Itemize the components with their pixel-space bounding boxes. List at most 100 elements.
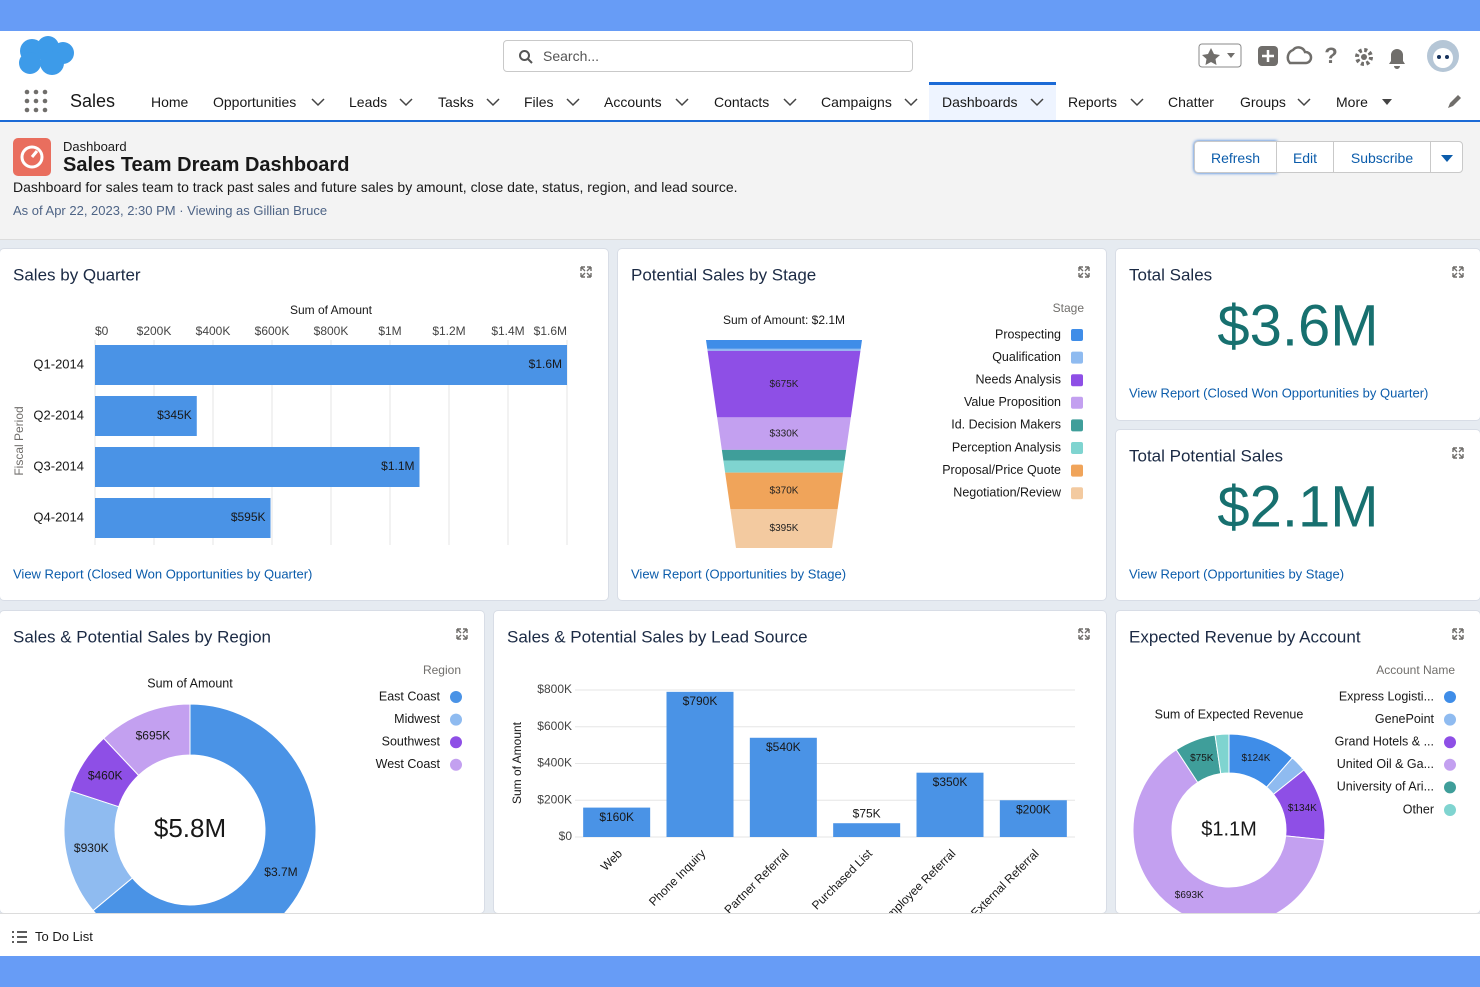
expand-button[interactable] [1452,447,1464,459]
nav-menu-caret[interactable] [783,97,797,107]
settings-icon[interactable] [1355,48,1373,66]
nav-menu-caret[interactable] [1297,97,1311,107]
expand-button[interactable] [456,628,468,640]
dashboard-header: Dashboard Sales Team Dream Dashboard Das… [0,122,1480,240]
data-label: $370K [770,485,799,496]
nav-item[interactable]: More [1336,94,1368,110]
report-link[interactable]: View Report (Opportunities by Stage) [1129,566,1344,581]
nav-item[interactable]: Home [151,94,189,110]
todo-list[interactable]: To Do List [35,929,93,944]
data-label: $930K [74,841,109,855]
top-stripe [0,0,1480,31]
chevron [1297,98,1311,107]
data-label: $460K [88,768,123,782]
nav-item[interactable]: Opportunities [213,94,297,110]
legend-label: University of Ari... [1337,780,1434,794]
nav-menu-caret[interactable] [566,97,580,107]
legend-swatch [1071,487,1083,500]
widget-content: Total Sales View Report (Closed Won Oppor… [1129,265,1464,400]
chevron [904,98,918,107]
nav-menu-caret[interactable] [1381,97,1395,107]
nav-menu-caret[interactable] [486,97,500,107]
nav-menu-caret[interactable] [675,97,689,107]
nav-item[interactable]: Contacts [714,94,770,110]
refresh-button[interactable]: Refresh [1194,141,1277,173]
legend-swatch [450,758,462,771]
nav-item[interactable]: Chatter [1168,94,1214,110]
nav-item[interactable]: Campaigns [821,94,892,110]
legend-label: Qualification [992,350,1061,364]
x-tick-label: $800K [314,324,349,338]
report-link[interactable]: View Report (Opportunities by Stage) [631,566,846,581]
nav-item[interactable]: Leads [349,94,388,110]
setup-assistant[interactable] [1286,46,1313,65]
nav-menu-caret[interactable] [311,97,325,107]
edit-nav-icon[interactable] [1446,94,1464,110]
more-actions-button[interactable] [1430,141,1463,173]
dashboard-title: Sales Team Dream Dashboard [63,154,350,176]
dashboard-status: As of Apr 22, 2023, 2:30 PM · Viewing as… [13,203,328,218]
x-tick-label: Phone Inquiry [646,846,708,908]
report-link[interactable]: View Report (Closed Won Opportunities by… [13,566,312,581]
nav-menu-caret[interactable] [904,97,918,107]
subscribe-button[interactable]: Subscribe [1333,141,1431,173]
bar [666,691,734,837]
axis-title: Sum of Amount [290,303,373,317]
legend-swatch [1071,351,1083,364]
funnel-segment [707,348,861,351]
x-tick-label: $1.6M [534,324,567,338]
nav-item[interactable]: Accounts [604,94,662,110]
legend-label: Other [1403,802,1434,816]
chevron [1130,98,1144,107]
help-icon[interactable]: ? [1324,43,1337,68]
data-label: $350K [933,775,968,789]
y-tick-label: Q1-2014 [33,356,84,371]
nav-item[interactable]: Files [524,94,554,110]
nav-item[interactable]: Groups [1240,94,1286,110]
dashboard-widget: Sales by Quarter View Report (Closed Won … [0,249,608,600]
expand-button[interactable] [1078,628,1090,640]
report-link[interactable]: View Report (Closed Won Opportunities by… [1129,385,1428,400]
search-box[interactable]: Search... [503,40,913,72]
widget-content: Sales by Quarter View Report (Closed Won … [12,265,592,581]
expand-button[interactable] [1452,628,1464,640]
expand-button[interactable] [1452,266,1464,278]
x-tick-label: $200K [137,324,172,338]
app-launcher[interactable] [24,89,50,115]
legend-swatch [1071,442,1083,454]
expand-icon [1452,628,1464,640]
edit-button[interactable]: Edit [1276,141,1334,173]
widget-title: Expected Revenue by Account [1129,627,1361,646]
utility-bar: To Do List [0,913,1480,957]
notifications-icon[interactable] [1389,49,1405,69]
logo[interactable] [14,35,78,79]
bar [749,737,817,837]
widget-canvas: Total Sales View Report (Closed Won Oppor… [1129,265,1464,400]
nav-menu-caret[interactable] [1130,97,1144,107]
legend-swatch [1444,713,1456,726]
donut-slice [102,703,191,777]
nav-item[interactable]: Dashboards [942,94,1018,110]
expand-button[interactable] [1078,266,1090,278]
expand-icon [580,266,592,278]
expand-icon [1452,447,1464,459]
bottom-stripe [0,956,1480,987]
nav-menu-caret[interactable] [1030,97,1044,107]
legend-title: Account Name [1376,663,1455,677]
legend-label: GenePoint [1375,712,1435,726]
funnel-segment [706,340,862,349]
funnel-segment [721,449,847,461]
axis-title: Sum of Amount [510,721,524,804]
data-label: $540K [766,740,801,754]
widget-canvas: Sales & Potential Sales by Region Sum of … [13,627,468,913]
nav-item[interactable]: Tasks [438,94,474,110]
legend-label: Value Proposition [964,395,1061,409]
nav-item[interactable]: Reports [1068,94,1118,110]
legend-label: Needs Analysis [976,372,1061,386]
dashboard-widget: Total Potential Sales View Report (Opport… [1116,430,1480,600]
legend-swatch [450,736,462,749]
expand-button[interactable] [580,266,592,278]
nav-menu-caret[interactable] [399,97,413,107]
dashboard-widget: Sales & Potential Sales by Region Sum of … [0,611,484,913]
